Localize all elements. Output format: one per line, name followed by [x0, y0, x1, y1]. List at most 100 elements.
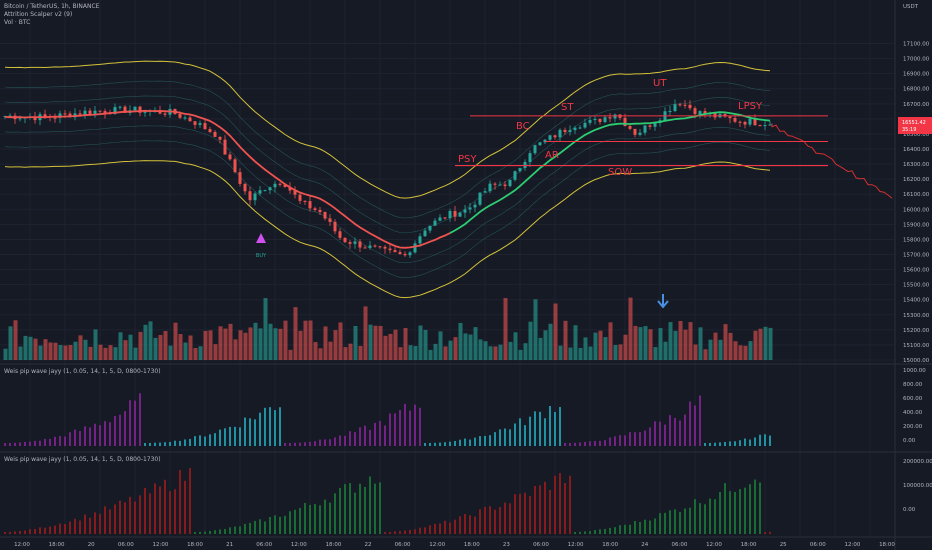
volume-bar	[723, 324, 728, 360]
volume-bar	[678, 320, 683, 360]
volume-bar	[728, 332, 733, 360]
price-axis-tick: 16100.00	[903, 192, 930, 198]
volume-bar	[378, 325, 383, 360]
volume-bar	[238, 330, 243, 360]
volume-bar	[578, 347, 583, 360]
wave1-axis-tick: 600.00	[903, 396, 923, 402]
time-axis-tick: 06:00	[256, 542, 272, 548]
volume-bar	[483, 341, 488, 360]
volume-bar	[473, 327, 478, 360]
volume-bar	[658, 328, 663, 360]
candle-body	[138, 106, 142, 113]
time-axis-tick: 18:00	[464, 542, 480, 548]
indicator-legend[interactable]: Attrition Scalper v2 (9)	[4, 11, 73, 18]
volume-bar	[428, 349, 433, 360]
wyckoff-levels	[455, 115, 828, 167]
volume-bar	[3, 348, 8, 360]
wyckoff-label: BC	[516, 121, 530, 132]
candle-body	[673, 104, 677, 111]
volume-bar	[543, 330, 548, 360]
inner-lower-band	[4, 140, 771, 279]
volume-bar	[748, 341, 753, 360]
last-price-tag	[898, 117, 932, 134]
candle-body	[528, 153, 532, 162]
volume-bar	[123, 340, 128, 360]
wave1-legend[interactable]: Weis pip wave jayy (1, 0.05, 14, 1, 5, D…	[4, 368, 161, 375]
candle-body	[753, 118, 757, 126]
time-axis-tick: 18:00	[879, 542, 895, 548]
volume-bar	[18, 346, 23, 360]
volume-bar	[603, 337, 608, 360]
candle-body	[243, 183, 247, 192]
price-axis-tick: 17100.00	[903, 42, 930, 48]
candle-body	[8, 115, 12, 117]
candle-body	[353, 241, 357, 244]
time-axis-tick: 18:00	[602, 542, 618, 548]
volume-bar	[313, 342, 318, 360]
projection-path	[771, 123, 893, 199]
volume-legend[interactable]: Vol · BTC	[4, 19, 31, 26]
down-arrow-icon	[657, 294, 669, 309]
price-axis-tick: 16000.00	[903, 207, 930, 213]
wave2-legend[interactable]: Weis pip wave jayy (1, 0.05, 14, 1, 5, D…	[4, 456, 161, 463]
candle-body	[323, 212, 327, 219]
volume-bar	[8, 326, 13, 360]
volume-bar	[158, 334, 163, 360]
volume-bar	[408, 345, 413, 360]
wave1-axis-tick: 400.00	[903, 410, 923, 416]
volume-bar	[103, 347, 108, 360]
candle-body	[53, 117, 57, 119]
wyckoff-label: LPSY	[738, 101, 763, 112]
candle-body	[133, 106, 137, 111]
volume-bar	[228, 323, 233, 360]
candle-body	[693, 108, 697, 115]
candle-body	[63, 113, 67, 115]
candle-body	[458, 212, 462, 217]
volume-bar	[463, 333, 468, 360]
volume-bar	[433, 343, 438, 360]
candle-body	[468, 207, 472, 210]
time-axis-tick: 18:00	[741, 542, 757, 548]
volume-bar	[493, 346, 498, 360]
inner-upper-band	[4, 80, 771, 219]
candle-body	[303, 200, 307, 202]
volume-bar	[608, 322, 613, 360]
volume-bar	[133, 347, 138, 360]
volume-bar	[593, 332, 598, 360]
volume-bar	[693, 344, 698, 360]
candle-body	[223, 139, 227, 155]
price-axis-tick: 16300.00	[903, 162, 930, 168]
candle-body	[193, 121, 197, 125]
wyckoff-label: PSY	[458, 154, 477, 165]
volume-bar	[558, 345, 563, 360]
volume-bar	[643, 326, 648, 360]
time-axis-tick: 12:00	[14, 542, 30, 548]
time-axis-tick: 23	[503, 542, 510, 548]
candle-body	[278, 183, 282, 185]
symbol-legend[interactable]: Bitcoin / TetherUS, 1h, BINANCE	[4, 3, 100, 10]
volume-bar	[93, 329, 98, 360]
candle-body	[233, 159, 237, 173]
volume-bar	[588, 346, 593, 360]
volume-bar	[763, 326, 768, 360]
candle-body	[688, 104, 692, 109]
volume-bar	[138, 331, 143, 360]
candle-body	[358, 241, 362, 248]
candle-body	[258, 190, 262, 194]
candle-body	[248, 191, 252, 201]
price-axis-tick: 16700.00	[903, 102, 930, 108]
wave2-axis-tick: 200000.00	[903, 459, 932, 465]
time-axis-tick: 06:00	[118, 542, 134, 548]
wave1-axis-tick: 200.00	[903, 424, 923, 430]
price-axis[interactable]: USDT 17100.00 17000.00 16900.00 16800.00 1670…	[898, 4, 932, 513]
candle-body	[438, 217, 442, 221]
price-axis-tick: 15500.00	[903, 283, 930, 289]
candle-body	[418, 236, 422, 244]
candle-body	[743, 121, 747, 125]
volume-bar	[348, 343, 353, 360]
time-axis[interactable]: 12:00 18:00 20 06:00 12:00 18:00 21 06:00 12:00 1…	[14, 542, 895, 548]
price-axis-currency: USDT	[903, 4, 919, 10]
candle-body	[408, 252, 412, 256]
candle-body	[98, 110, 102, 112]
